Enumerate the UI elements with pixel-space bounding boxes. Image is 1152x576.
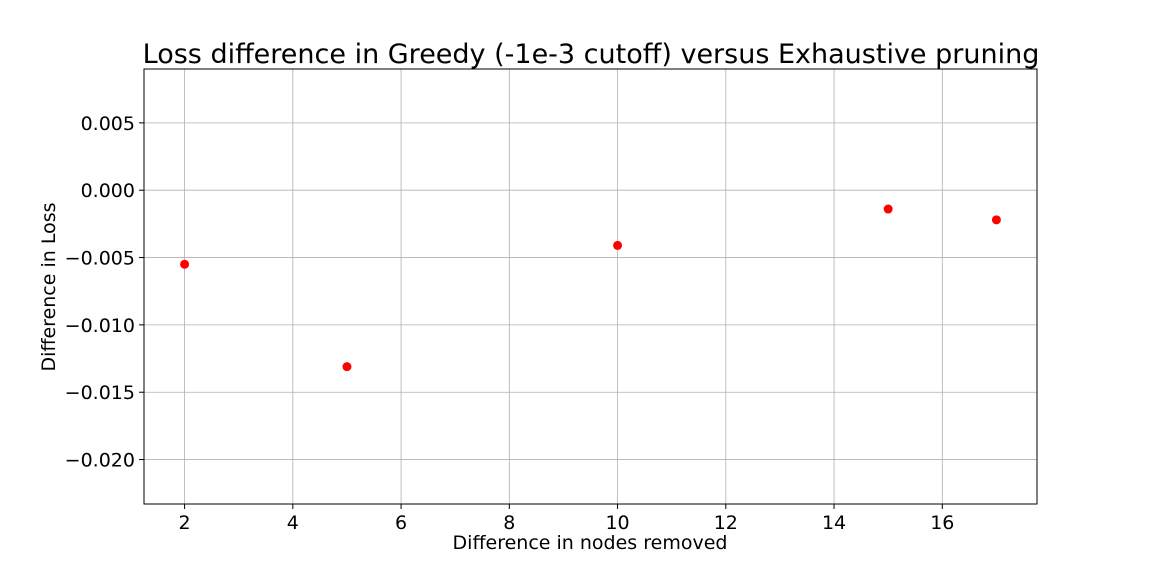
data-point (342, 362, 352, 372)
y-tick-label: −0.005 (65, 248, 135, 270)
y-tick-label: −0.010 (65, 315, 135, 337)
x-tick-label: 8 (503, 512, 515, 534)
grid (144, 69, 1037, 504)
x-tick-label: 12 (714, 512, 738, 534)
data-point (991, 215, 1001, 225)
y-tick-label: 0.005 (81, 113, 135, 135)
x-tick-label: 14 (822, 512, 846, 534)
data-point (180, 259, 190, 269)
data-points (180, 204, 1001, 372)
y-tick-label: 0.000 (81, 180, 135, 202)
chart-title: Loss difference in Greedy (-1e-3 cutoff)… (143, 39, 1040, 70)
plot-frame (143, 68, 1038, 505)
y-tick-label: −0.020 (65, 450, 135, 472)
data-point (883, 204, 893, 214)
data-point (613, 240, 623, 250)
x-tick-label: 10 (605, 512, 629, 534)
x-tick-label: 16 (930, 512, 954, 534)
y-tick-label: −0.015 (65, 382, 135, 404)
x-axis-label: Difference in nodes removed (453, 532, 728, 554)
y-axis-label: Difference in Loss (38, 202, 60, 371)
x-tick-label: 4 (287, 512, 299, 534)
axis-ticks: 2 4 6 8 10 12 14 16 0.005 0.000 −0.005 −0.010 −0.015… (65, 113, 955, 534)
x-tick-label: 6 (395, 512, 407, 534)
x-tick-label: 2 (179, 512, 191, 534)
